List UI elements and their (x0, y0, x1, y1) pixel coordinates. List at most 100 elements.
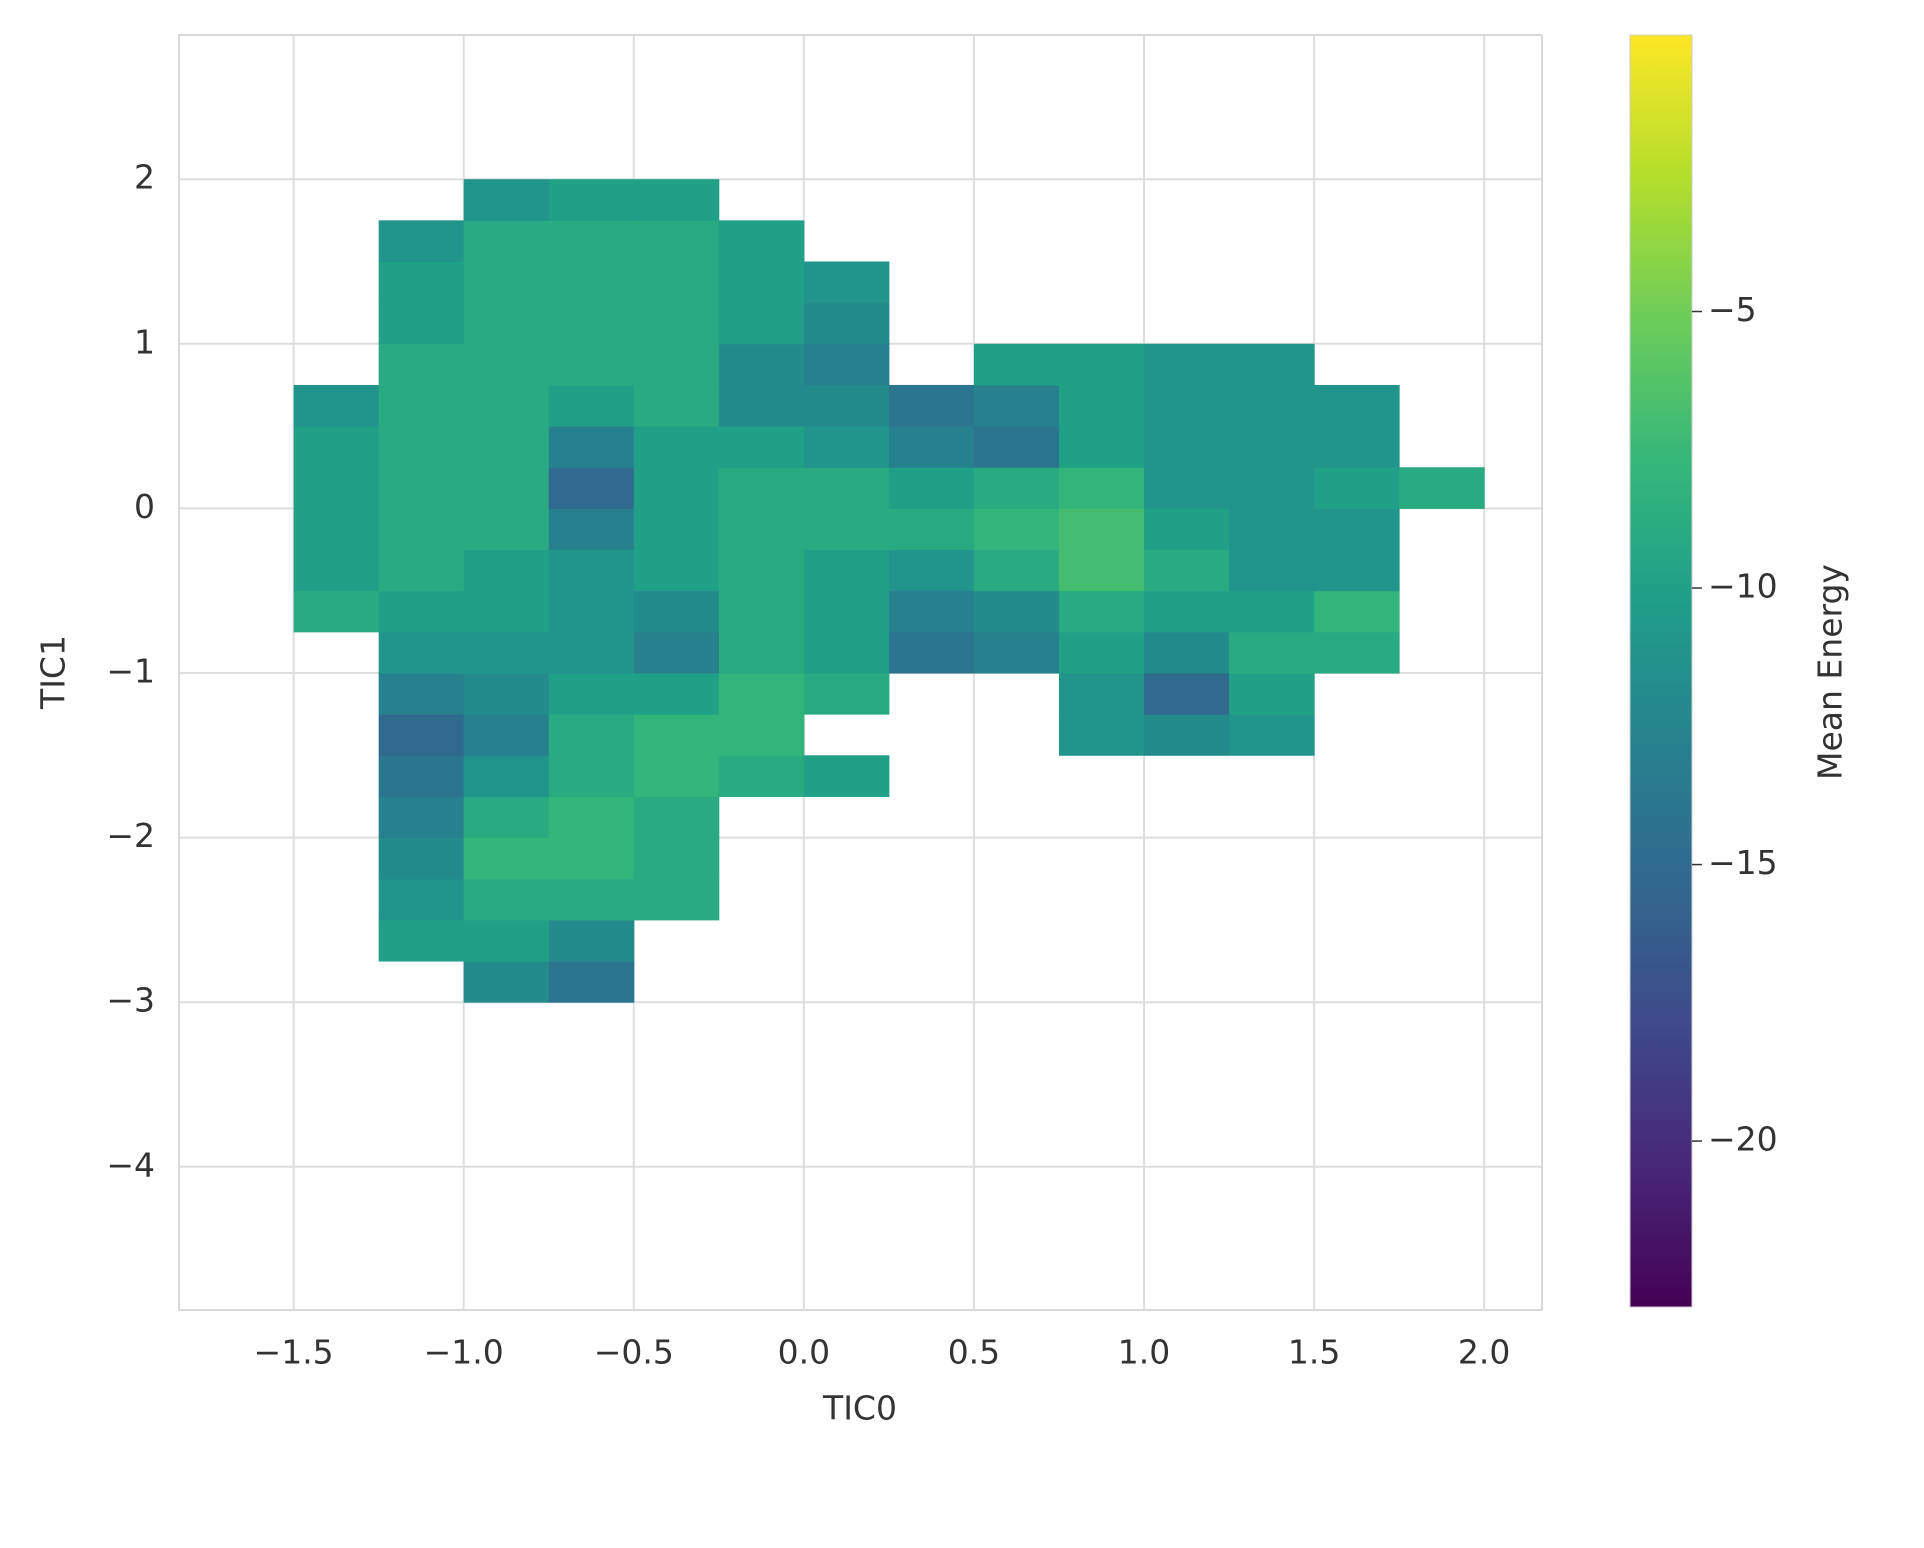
heatmap-cell (633, 508, 720, 551)
heatmap-cell (718, 508, 805, 551)
heatmap-cell (633, 179, 720, 221)
heatmap-cell (633, 837, 720, 880)
heatmap-cell (378, 878, 465, 921)
heatmap-cell (548, 302, 635, 345)
heatmap-cell (463, 919, 550, 962)
heatmap-cell (718, 343, 805, 386)
heatmap-cell (548, 179, 635, 221)
heatmap-cell (803, 672, 890, 715)
heatmap-cell (718, 549, 805, 592)
x-tick-label: −1.0 (424, 1333, 504, 1372)
heatmap-cell (888, 384, 975, 427)
heatmap-cell (718, 426, 805, 468)
heatmap-cell (1058, 384, 1145, 427)
heatmap-cell (1058, 672, 1145, 715)
heatmap-cell (293, 508, 380, 551)
heatmap-cell (463, 302, 550, 345)
heatmap-cell (633, 631, 720, 674)
heatmap-cell (463, 837, 550, 880)
colorbar-label: Mean Energy (1811, 564, 1850, 780)
heatmap-cell (718, 384, 805, 427)
heatmap-cell (463, 179, 550, 221)
heatmap-cell (1144, 467, 1230, 509)
heatmap-cell (1314, 384, 1400, 427)
heatmap-cell (1144, 508, 1230, 551)
heatmap-cell (463, 261, 550, 304)
heatmap-cell (633, 426, 720, 468)
x-tick-label: 2.0 (1458, 1333, 1510, 1372)
heatmap-cell (548, 837, 635, 880)
heatmap-cell (463, 878, 550, 921)
heatmap-cell (463, 714, 550, 756)
heatmap-cell (718, 467, 805, 509)
heatmap-cell (463, 549, 550, 592)
heatmap-cell (378, 220, 465, 262)
x-tick-label: 1.0 (1118, 1333, 1170, 1372)
heatmap-cell (463, 384, 550, 427)
heatmap-cell (803, 508, 890, 551)
heatmap-cell (1229, 714, 1315, 756)
heatmap-cell (1229, 590, 1315, 633)
heatmap-cell (378, 426, 465, 468)
heatmap-cell (548, 590, 635, 633)
y-tick-label: 1 (134, 322, 155, 361)
heatmap-cell (973, 631, 1060, 674)
heatmap-cell (548, 755, 635, 797)
heatmap-cell (378, 837, 465, 880)
colorbar-tick-label: −15 (1708, 843, 1778, 882)
heatmap-cell (378, 755, 465, 797)
heatmap-cell (888, 549, 975, 592)
heatmap-cell (803, 631, 890, 674)
heatmap-cell (803, 590, 890, 633)
heatmap-cell (463, 961, 550, 1003)
heatmap-cell (548, 343, 635, 386)
heatmap-cell (548, 261, 635, 304)
heatmap-cell (378, 302, 465, 345)
heatmap-cell (1144, 426, 1230, 468)
x-tick-label: 0.0 (778, 1333, 830, 1372)
heatmap-cell (633, 302, 720, 345)
heatmap-cell (888, 467, 975, 509)
heatmap-cell (1144, 714, 1230, 756)
heatmap-cell (1144, 384, 1230, 427)
heatmap-cell (1058, 549, 1145, 592)
heatmap-cell (548, 426, 635, 468)
heatmap-cell (1314, 590, 1400, 633)
y-tick-label: −1 (106, 651, 155, 690)
x-tick-label: 0.5 (948, 1333, 1000, 1372)
heatmap-cell (888, 426, 975, 468)
heatmap-cell (1144, 549, 1230, 592)
heatmap-cell (718, 714, 805, 756)
x-tick-label: 1.5 (1288, 1333, 1340, 1372)
heatmap-cell (1229, 467, 1315, 509)
heatmap-cell (463, 220, 550, 262)
heatmap-cell (463, 343, 550, 386)
heatmap-cell (633, 220, 720, 262)
heatmap-cell (378, 631, 465, 674)
heatmap-cell (1314, 426, 1400, 468)
heatmap-cell (293, 467, 380, 509)
heatmap-cell (1144, 343, 1230, 386)
heatmap-cell (973, 426, 1060, 468)
heatmap-cell (1058, 508, 1145, 551)
heatmap-cell (548, 796, 635, 839)
heatmap-cell (633, 714, 720, 756)
heatmap-cell (463, 508, 550, 551)
heatmap-cell (718, 672, 805, 715)
x-axis-label: TIC0 (822, 1389, 897, 1428)
heatmap-cell (378, 384, 465, 427)
colorbar (1629, 34, 1693, 1308)
heatmap-cell (718, 302, 805, 345)
heatmap-cell (803, 261, 890, 304)
heatmap-cell (463, 796, 550, 839)
heatmap-cell (378, 590, 465, 633)
heatmap-cell (718, 755, 805, 797)
heatmap-cell (463, 672, 550, 715)
heatmap-cell (633, 672, 720, 715)
heatmap-cell (378, 261, 465, 304)
heatmap-cell (378, 672, 465, 715)
heatmap-cell (378, 508, 465, 551)
heatmap-cell (803, 302, 890, 345)
heatmap-cell (803, 755, 890, 797)
